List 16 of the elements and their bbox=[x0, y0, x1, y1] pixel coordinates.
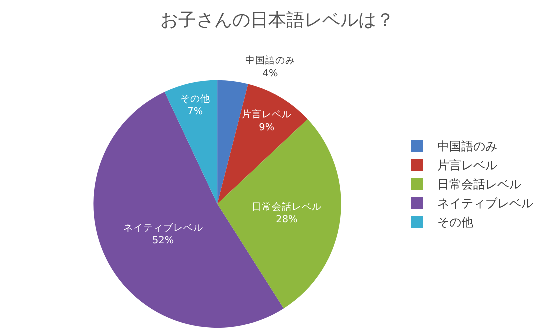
slice-label: 片言レベル bbox=[242, 108, 292, 121]
legend-label: ネイティブレベル bbox=[437, 196, 534, 211]
legend-label: 日常会話レベル bbox=[437, 178, 522, 192]
data-label: 52% bbox=[152, 236, 174, 247]
data-label: 7% bbox=[188, 106, 204, 118]
slice-label: 日常会話レベル bbox=[252, 200, 322, 213]
slice-label: その他 bbox=[180, 92, 210, 105]
slice-label: ネイティブレベル bbox=[123, 222, 204, 234]
legend-label: 中国語のみ bbox=[437, 140, 498, 154]
chart-title: お子さんの日本語レベルは？ bbox=[160, 10, 394, 32]
legend-label: 片言レベル bbox=[437, 158, 498, 173]
legend-label: その他 bbox=[437, 216, 474, 230]
data-label: 28% bbox=[276, 214, 298, 226]
data-label: 4% bbox=[262, 68, 278, 80]
data-label: 9% bbox=[259, 122, 275, 134]
slice-label: 中国語のみ bbox=[245, 54, 296, 67]
